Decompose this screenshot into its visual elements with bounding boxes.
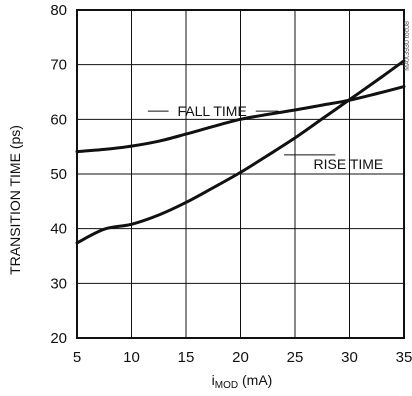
rise-time-label: RISE TIME xyxy=(314,156,384,172)
series-layer xyxy=(75,59,406,245)
x-tick-label: 10 xyxy=(123,349,140,366)
series-line-rise-time xyxy=(75,59,406,245)
series-annotations: FALL TIME RISE TIME xyxy=(147,103,384,172)
x-tick-labels: 5 10 15 20 25 30 35 xyxy=(73,349,412,366)
fall-time-label: FALL TIME xyxy=(178,103,247,119)
y-tick-label: 30 xyxy=(50,275,67,292)
y-tick-label: 50 xyxy=(50,166,67,183)
x-tick-label: 15 xyxy=(178,349,195,366)
y-tick-label: 70 xyxy=(50,57,67,74)
plot-frame xyxy=(76,9,405,339)
watermark-label: MAX3930 toc08 xyxy=(404,21,411,71)
y-axis-title: TRANSITION TIME (ps) xyxy=(7,125,23,275)
y-tick-labels: 20 30 40 50 60 70 80 xyxy=(50,2,67,347)
x-tick-label: 35 xyxy=(396,349,412,366)
x-tick-label: 30 xyxy=(341,349,358,366)
x-tick-label: 20 xyxy=(232,349,249,366)
y-tick-label: 40 xyxy=(50,221,67,238)
x-axis-title: iMOD (mA) xyxy=(212,372,273,391)
x-tick-label: 25 xyxy=(287,349,304,366)
y-tick-label: 80 xyxy=(50,2,67,19)
x-tick-label: 5 xyxy=(73,349,81,366)
y-tick-label: 60 xyxy=(50,111,67,128)
y-tick-label: 20 xyxy=(50,330,67,347)
